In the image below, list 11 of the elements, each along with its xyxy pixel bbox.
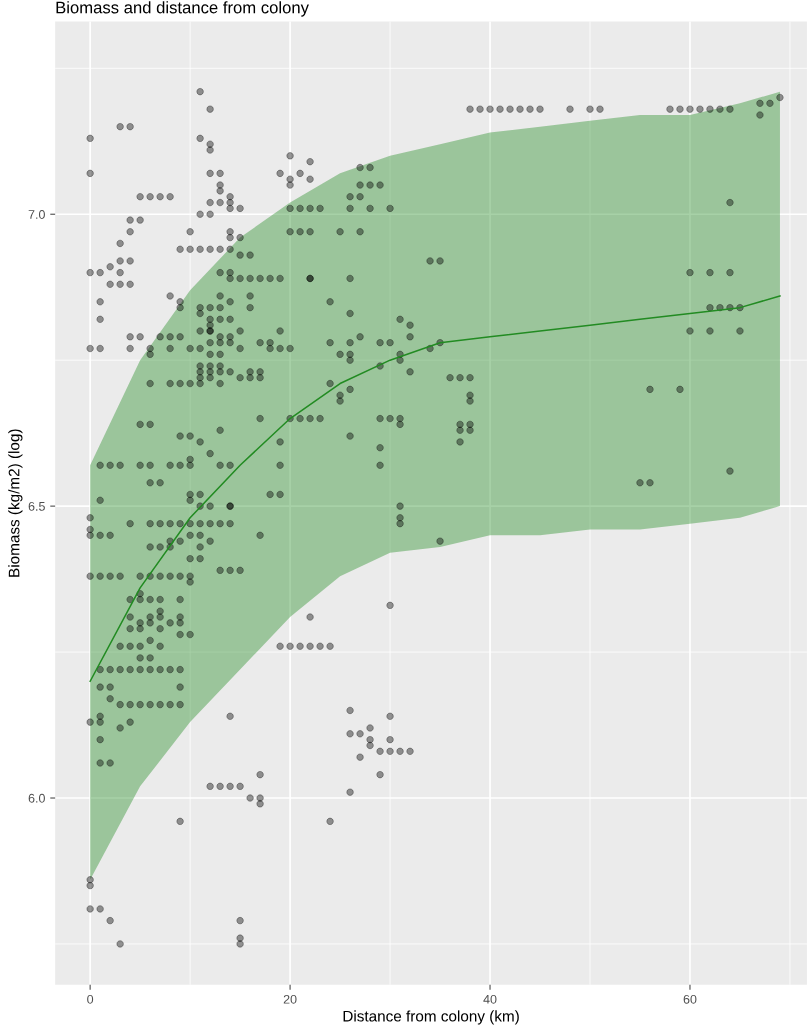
x-axis-title: Distance from colony (km) [343,1010,519,1025]
x-tick-label: 60 [683,994,697,1004]
y-tick-label: 6.0 [28,793,45,803]
chart-title: Biomass and distance from colony [56,1,309,17]
y-axis-title: Biomass (kg/m2) (log) [8,429,23,577]
line-series [89,295,781,683]
x-tick-label: 0 [87,994,94,1004]
y-tick-label: 7.0 [28,210,45,219]
x-tick-label: 40 [483,994,497,1004]
y-tick-label: 6.5 [28,501,45,511]
x-tick-label: 20 [283,994,297,1004]
